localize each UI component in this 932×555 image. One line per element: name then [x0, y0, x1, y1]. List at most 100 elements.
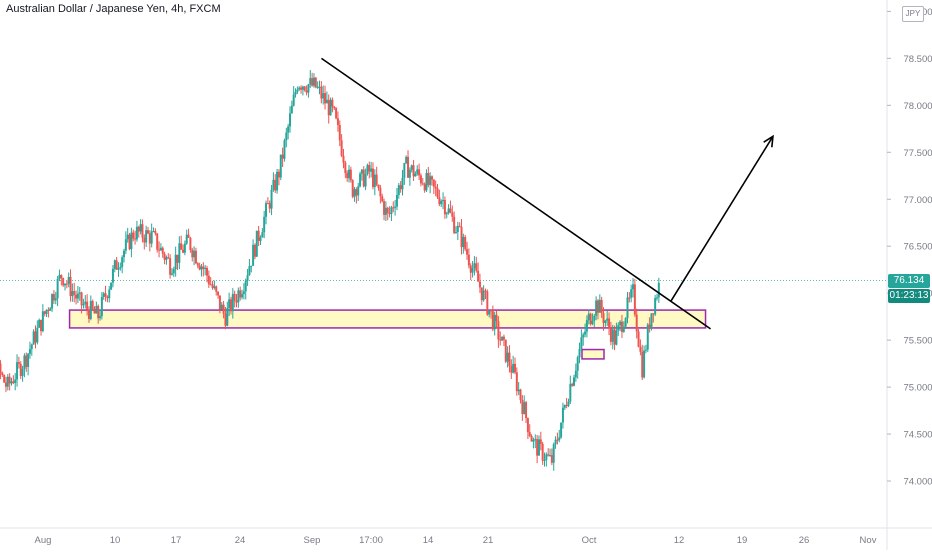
candle-body [12, 381, 15, 384]
candle-body [49, 308, 52, 311]
candle-body [28, 349, 31, 354]
candle-body [407, 156, 410, 178]
candle-body [4, 382, 7, 387]
candle-body [362, 169, 365, 187]
candle-body [40, 319, 43, 332]
candle-body [460, 226, 463, 248]
candle-body [657, 282, 660, 298]
candle-body [609, 328, 612, 342]
candle-body [342, 155, 345, 163]
candle-body [246, 275, 249, 281]
candle-body [478, 281, 481, 288]
candle-body [183, 243, 186, 253]
candle-body [156, 233, 159, 250]
candle-body [62, 278, 65, 286]
candle-body [600, 299, 603, 314]
candle-body [622, 326, 625, 332]
candle-body [43, 311, 46, 314]
candle-body [294, 91, 297, 95]
candle-body [604, 320, 607, 323]
candle-body [366, 165, 369, 175]
candle-body [357, 186, 360, 196]
candle-body [52, 294, 55, 301]
candle-body [552, 444, 555, 463]
candle-body [462, 236, 465, 248]
candle-body [202, 266, 205, 269]
candle-body [231, 293, 234, 312]
candle-body [440, 200, 443, 205]
candle-body [298, 87, 301, 90]
candle-body [117, 268, 120, 270]
candle-body [454, 231, 457, 233]
candle-body [106, 296, 109, 299]
time-tick-label: Aug [35, 535, 52, 546]
candle-body [324, 93, 327, 104]
candle-body [523, 402, 526, 414]
candle-body [154, 231, 157, 234]
candle-body [486, 291, 489, 315]
candle-body [582, 334, 585, 338]
candle-body [394, 206, 397, 208]
candle-body [237, 290, 240, 303]
candle-body [38, 319, 41, 328]
candle-body [67, 276, 70, 284]
candle-body [41, 311, 44, 332]
candle-body [0, 363, 2, 373]
candle-body [130, 232, 133, 250]
candle-body [104, 293, 107, 297]
candle-body [388, 212, 391, 214]
candle-body [187, 234, 190, 238]
candle-body [274, 179, 277, 191]
candle-body [635, 314, 638, 332]
candle-body [196, 263, 199, 266]
candle-body [268, 203, 271, 209]
candle-body [620, 321, 623, 332]
candle-body [473, 263, 476, 268]
candle-body [438, 197, 441, 205]
projection-arrow [670, 135, 774, 302]
candle-body [10, 381, 13, 384]
candle-body [386, 207, 389, 213]
candle-body [148, 233, 151, 244]
candle-body [490, 310, 493, 312]
candle-body [25, 355, 28, 368]
candle-body [593, 315, 596, 321]
candle-body [272, 179, 275, 190]
candle-body [141, 224, 144, 238]
candle-body [165, 257, 168, 260]
candle-body [86, 301, 89, 310]
candle-body [285, 132, 288, 141]
candle-body [253, 244, 256, 257]
candle-body [97, 305, 100, 319]
candle-body [93, 308, 96, 314]
price-tick-label: 76.500 [903, 242, 932, 253]
candle-body [543, 459, 546, 461]
candle-body [451, 212, 454, 217]
candle-body [60, 274, 63, 279]
candle-body [336, 118, 339, 125]
candle-body [384, 207, 387, 215]
candle-body [611, 329, 614, 342]
candle-body [475, 263, 478, 271]
currency-badge[interactable]: JPY [902, 6, 924, 22]
candle-body [458, 225, 461, 227]
bar-countdown-label: 01:23:13 [888, 288, 930, 303]
candle-body [180, 243, 183, 250]
candle-body [143, 237, 146, 243]
candle-body [158, 249, 161, 251]
candle-body [495, 314, 498, 322]
candle-body [115, 260, 118, 270]
candle-body [239, 290, 242, 298]
candle-body [312, 77, 315, 86]
candle-body [630, 289, 633, 298]
candle-body [399, 185, 402, 190]
price-tick-label: 75.500 [903, 336, 932, 347]
candle-body [229, 299, 232, 312]
candle-body [556, 439, 559, 441]
candle-body [432, 179, 435, 187]
candle-body [134, 238, 137, 240]
candle-body [21, 369, 24, 376]
candle-body [300, 87, 303, 90]
